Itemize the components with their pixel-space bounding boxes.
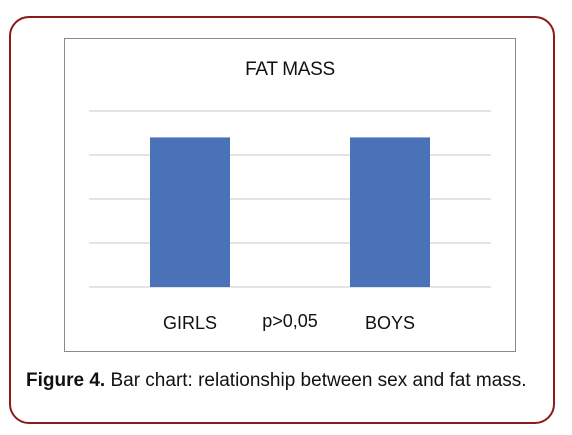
bar-boys [350, 137, 430, 287]
figure-caption: Figure 4. Bar chart: relationship betwee… [26, 367, 546, 395]
x-tick-label-girls: GIRLS [162, 313, 218, 333]
x-tick-label-boys: BOYS [364, 313, 416, 333]
caption-text: Bar chart: relationship between sex and … [105, 370, 527, 391]
p-value-annotation: p>0,05 [262, 311, 318, 331]
plot-area [89, 110, 491, 288]
figure-frame [9, 16, 555, 424]
bar-girls [150, 137, 230, 287]
chart-title: FAT MASS [245, 59, 335, 80]
caption-label: Figure 4. [26, 370, 106, 391]
chart-container: FAT MASS GIRLS p>0,05 BOYS [64, 38, 516, 352]
